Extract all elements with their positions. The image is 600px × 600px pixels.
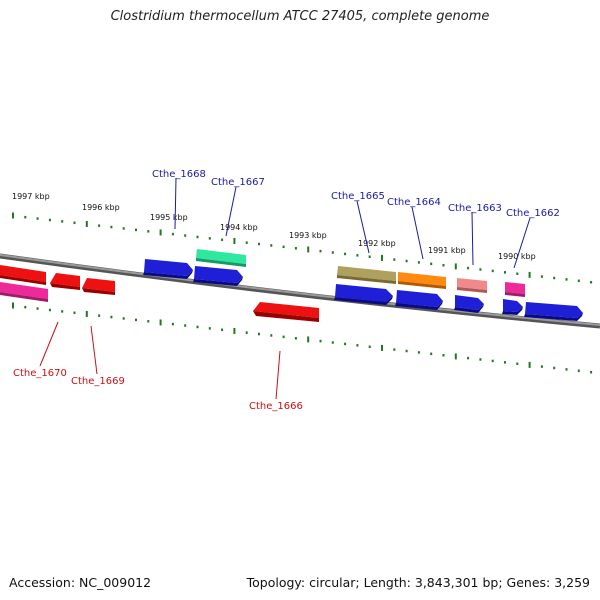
gene-cthe-1669[interactable]: [82, 278, 115, 295]
gene-unlabeled-forward-4[interactable]: [454, 295, 484, 313]
scale-ticks-lower: [12, 302, 593, 374]
gene-label-cthe-1670: Cthe_1670: [13, 368, 67, 379]
scale-label-1993: 1993 kbp: [289, 231, 327, 240]
gene-unlabeled-forward-6[interactable]: [524, 302, 583, 321]
gene-label-cthe-1666: Cthe_1666: [249, 401, 303, 412]
gene-cthe-1670[interactable]: [0, 265, 46, 285]
gene-label-cthe-1662: Cthe_1662: [506, 208, 560, 219]
map-title: Clostridium thermocellum ATCC 27405, com…: [110, 9, 490, 24]
gene-unlabeled-forward-2[interactable]: [334, 284, 393, 305]
scale-label-1994: 1994 kbp: [220, 223, 258, 232]
gene-label-cthe-1665: Cthe_1665: [331, 191, 385, 202]
gene-label-cthe-1667: Cthe_1667: [211, 177, 265, 188]
gene-unlabeled-forward-5[interactable]: [502, 299, 523, 315]
gene-cthe-1666[interactable]: [253, 302, 319, 322]
gene-unlabeled-forward-3[interactable]: [395, 290, 443, 310]
scale-label-1996: 1996 kbp: [82, 203, 120, 212]
scale-label-1991: 1991 kbp: [428, 246, 466, 255]
accession-text: Accession: NC_009012: [9, 575, 152, 590]
scale-label-1990: 1990 kbp: [498, 252, 536, 261]
gene-unlabeled-reverse-pink[interactable]: [0, 282, 48, 302]
gene-cthe-1667[interactable]: [196, 249, 246, 267]
callout-lines-reverse: [39, 321, 281, 400]
scale-label-1992: 1992 kbp: [358, 239, 396, 248]
gene-unlabeled-forward-1[interactable]: [143, 259, 193, 279]
gene-label-cthe-1668: Cthe_1668: [152, 169, 206, 180]
gene-unlabeled-reverse-1[interactable]: [50, 273, 80, 290]
callout-lines-forward: [174, 177, 531, 269]
gene-label-cthe-1669: Cthe_1669: [71, 376, 125, 387]
scale-label-1997: 1997 kbp: [12, 192, 50, 201]
gene-cthe-1663[interactable]: [457, 278, 487, 293]
gene-label-cthe-1663: Cthe_1663: [448, 203, 502, 214]
genome-summary-text: Topology: circular; Length: 3,843,301 bp…: [246, 575, 590, 590]
gene-cthe-1668[interactable]: [193, 266, 243, 286]
gene-cthe-1662[interactable]: [505, 282, 525, 297]
scale-ticks-upper: [12, 212, 593, 284]
scale-label-1995: 1995 kbp: [150, 213, 188, 222]
gene-label-cthe-1664: Cthe_1664: [387, 197, 441, 208]
gene-cthe-1664[interactable]: [398, 272, 446, 289]
gene-cthe-1665[interactable]: [337, 266, 396, 284]
